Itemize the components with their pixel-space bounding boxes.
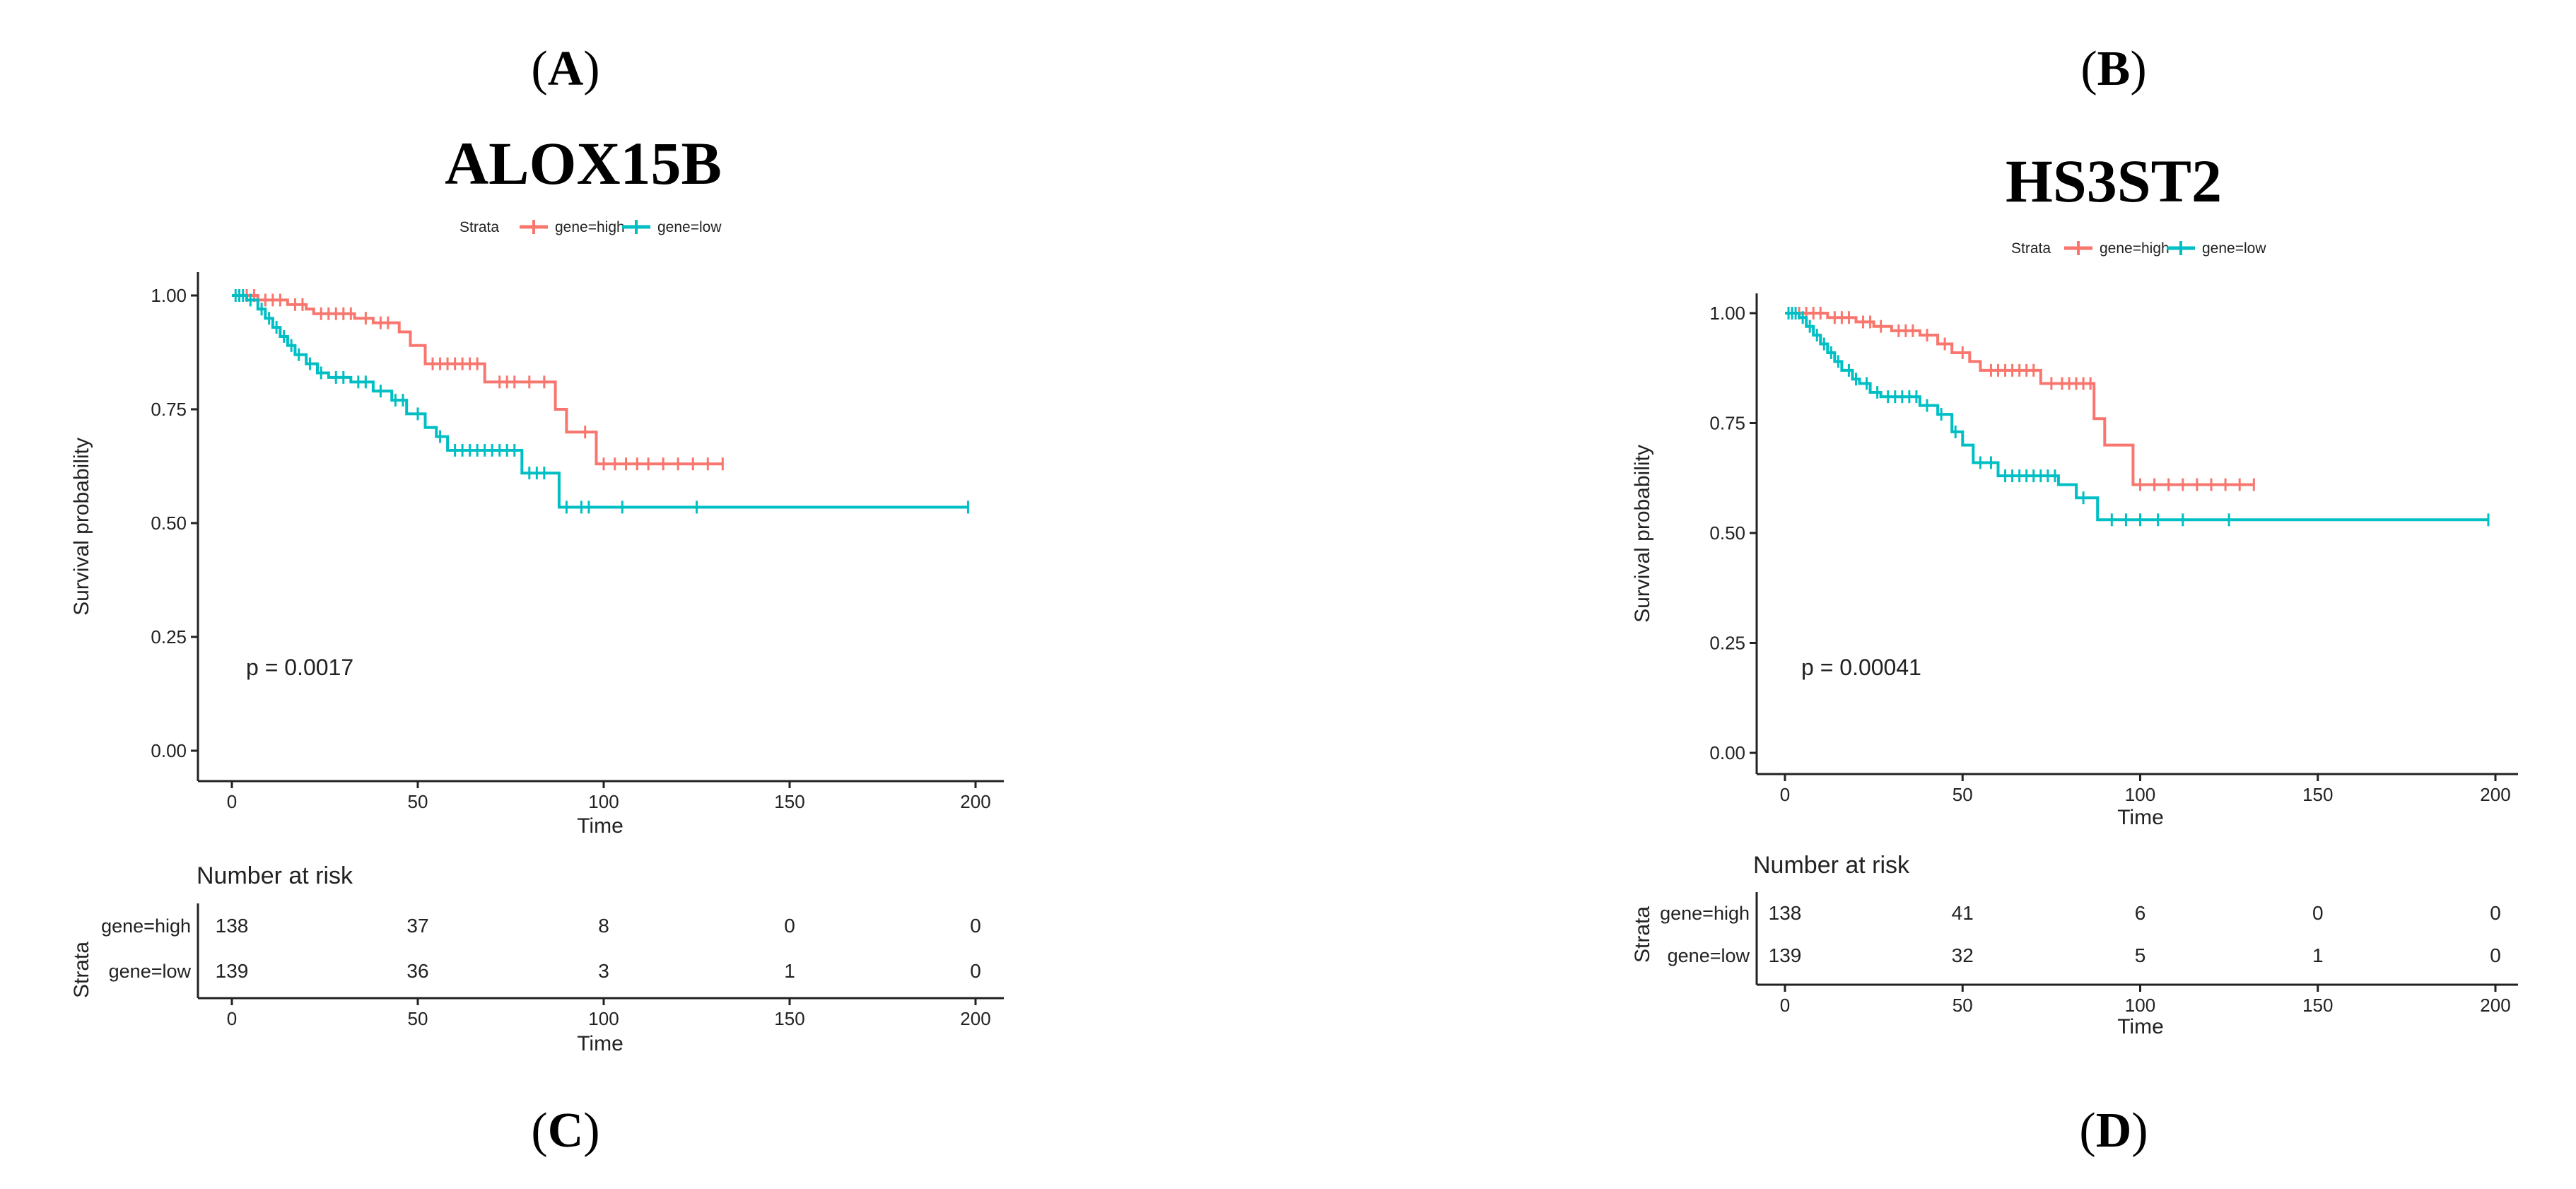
risk-row-label-high: gene=high: [1660, 903, 1750, 924]
x-tick-label: 100: [588, 1008, 619, 1029]
x-tick-label: 150: [774, 1008, 804, 1029]
risk-count: 3: [598, 960, 609, 982]
risk-count: 0: [970, 915, 981, 937]
panel-label-c: (C): [531, 1103, 599, 1158]
x-tick-label: 50: [1953, 995, 1973, 1016]
panel-label-b: (B): [2080, 42, 2146, 96]
x-tick-label: 0: [227, 791, 237, 812]
y-tick-label: 0.00: [1709, 742, 1745, 763]
y-tick-label: 0.50: [1709, 522, 1745, 544]
x-tick-label: 50: [408, 791, 428, 812]
chart-title: HS3ST2: [2006, 147, 2222, 215]
y-tick-label: 0.75: [151, 399, 187, 420]
risk-count: 139: [1769, 944, 1802, 966]
legend-title: Strata: [459, 219, 499, 235]
y-tick-label: 0.50: [151, 512, 187, 534]
x-tick-label: 50: [408, 1008, 428, 1029]
y-tick-label: 0.75: [1709, 413, 1745, 434]
x-tick-label: 0: [1780, 784, 1790, 805]
x-tick-label: 100: [2125, 995, 2155, 1016]
risk-count: 41: [1952, 902, 1974, 924]
km-chart-hs3st2: HS3ST2 Strata gene=high gene=low 0.00 0.2…: [1631, 147, 2518, 1038]
risk-count: 139: [216, 960, 249, 982]
x-tick-label: 50: [1953, 784, 1973, 805]
legend-label-low: gene=low: [2202, 240, 2266, 257]
risk-count: 1: [784, 960, 795, 982]
legend-label-low: gene=low: [657, 219, 722, 235]
x-tick-label: 200: [2480, 995, 2510, 1016]
km-chart-alox15b: ALOX15B Strata gene=high gene=low 0.000.…: [70, 129, 1004, 1055]
risk-row-label-high: gene=high: [101, 915, 191, 937]
risk-strata-label: Strata: [70, 942, 93, 998]
risk-count: 138: [1769, 902, 1802, 924]
legend: Strata gene=high gene=low: [459, 219, 722, 235]
x-tick-label: 0: [227, 1008, 237, 1029]
x-tick-label: 150: [2302, 784, 2333, 805]
risk-x-axis-label: Time: [2117, 1015, 2164, 1038]
x-tick-label: 100: [588, 791, 619, 812]
plot-area: 0.00 0.25 0.50 0.75 1.00 0 50 100 150 200 Surviv…: [70, 272, 1004, 838]
x-tick-label: 100: [2125, 784, 2155, 805]
risk-count: 0: [2490, 944, 2501, 966]
x-tick-label: 0: [1780, 995, 1790, 1016]
p-value: p = 0.00041: [1801, 655, 1921, 680]
plot-area: 0.00 0.25 0.50 0.75 1.00 0 50 100 150 200 Surviv…: [1631, 293, 2518, 829]
panel-label-d: (D): [2079, 1103, 2148, 1158]
risk-count: 0: [784, 915, 795, 937]
x-tick-label: 150: [774, 791, 804, 812]
x-tick-label: 200: [2480, 784, 2510, 805]
risk-row-label-low: gene=low: [1668, 945, 1750, 966]
risk-table: Number at risk Strata gene=high gene=low…: [1631, 852, 2518, 1038]
legend-title: Strata: [2011, 240, 2051, 257]
risk-count: 5: [2135, 944, 2146, 966]
chart-title: ALOX15B: [445, 129, 722, 197]
x-tick-label: 200: [960, 791, 990, 812]
x-axis-label: Time: [2117, 806, 2164, 829]
risk-count: 138: [216, 915, 249, 937]
risk-table-title: Number at risk: [1753, 852, 1910, 879]
x-axis-label: Time: [577, 814, 623, 838]
survival-curve-high: [1785, 312, 2254, 486]
y-tick-label: 0.00: [151, 740, 187, 761]
y-tick-label: 0.25: [151, 626, 187, 648]
y-axis-label: Survival probability: [70, 438, 93, 616]
legend-label-high: gene=high: [555, 219, 625, 235]
risk-count: 36: [406, 960, 428, 982]
risk-count: 37: [406, 915, 428, 937]
risk-table-title: Number at risk: [197, 862, 353, 889]
x-tick-label: 200: [960, 1008, 990, 1029]
risk-count: 0: [2490, 902, 2501, 924]
risk-count: 32: [1952, 944, 1974, 966]
p-value: p = 0.0017: [246, 655, 353, 680]
survival-curve-low: [1785, 312, 2488, 522]
risk-x-axis-label: Time: [577, 1032, 623, 1055]
risk-count: 0: [2312, 902, 2324, 924]
risk-row-label-low: gene=low: [109, 961, 192, 982]
y-tick-label: 0.25: [1709, 633, 1745, 654]
y-tick-label: 1.00: [151, 285, 187, 306]
risk-count: 1: [2312, 944, 2324, 966]
risk-count: 0: [970, 960, 981, 982]
y-axis-label: Survival probability: [1631, 445, 1654, 623]
risk-count: 8: [598, 915, 609, 937]
risk-strata-label: Strata: [1631, 906, 1654, 963]
panel-label-a: (A): [531, 42, 599, 96]
x-tick-label: 150: [2302, 995, 2333, 1016]
survival-curve-high: [232, 294, 723, 466]
risk-table: Number at risk Strata gene=high gene=low…: [70, 862, 1004, 1055]
risk-count: 6: [2135, 902, 2146, 924]
legend-label-high: gene=high: [2100, 240, 2170, 257]
y-tick-label: 1.00: [1709, 303, 1745, 324]
legend: Strata gene=high gene=low: [2011, 240, 2266, 257]
survival-curve-low: [232, 294, 968, 509]
